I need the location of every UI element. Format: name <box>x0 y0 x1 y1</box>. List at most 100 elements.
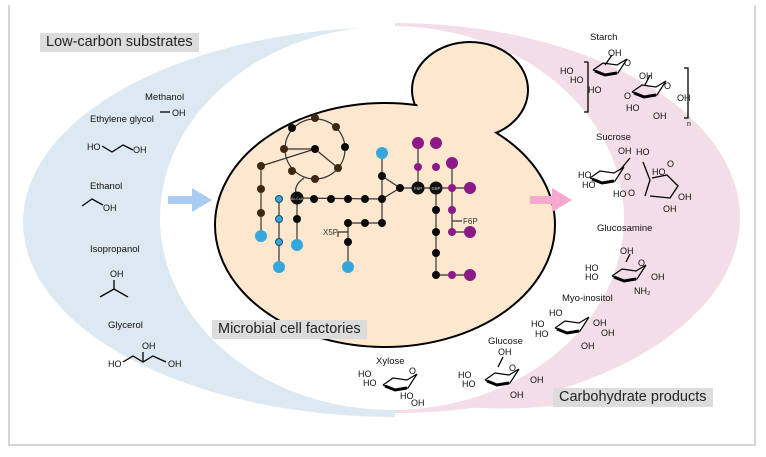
atom-label: HO <box>652 167 666 177</box>
molecule-name: Glycerol <box>108 320 143 331</box>
pathway-node <box>396 184 404 192</box>
molecule-name: Isopropanol <box>90 244 140 255</box>
pathway-node <box>446 157 458 169</box>
bond <box>99 280 129 298</box>
bond <box>101 144 134 153</box>
atom-label: HO <box>549 308 563 318</box>
node-label: F6P <box>414 186 422 191</box>
bond <box>584 54 689 119</box>
atom-label: O <box>509 363 516 373</box>
atom-label: OH <box>620 246 634 256</box>
pathway-node <box>378 195 386 203</box>
atom-label: OH <box>601 328 615 338</box>
pathway-node <box>275 195 283 203</box>
molecule-name: Methanol <box>145 92 184 103</box>
atom-label: HO <box>588 85 602 95</box>
pathway-node <box>311 175 319 183</box>
pathway-edge <box>260 148 316 167</box>
atom-label: O <box>664 81 671 91</box>
pathway-node <box>361 195 369 203</box>
molecule-name: Myo-inositol <box>562 293 613 304</box>
atom-label: n <box>687 121 691 128</box>
pathway-node <box>344 195 352 203</box>
pathway-node <box>361 219 369 227</box>
atom-label: HO <box>531 319 545 329</box>
cell-factories-label: Microbial cell factories <box>212 320 367 339</box>
atom-label: O <box>409 366 416 376</box>
substrate-glycerol: Glycerol HO OH OH <box>108 320 182 369</box>
atom-label: OH <box>677 93 691 103</box>
atom-label: OH <box>110 269 124 279</box>
atom-label: HO <box>560 66 574 76</box>
atom-label: HO <box>570 75 584 85</box>
pathway-node <box>432 163 440 171</box>
pathway-node <box>432 206 440 214</box>
substrates-label: Low-carbon substrates <box>40 33 199 52</box>
pathway-node <box>332 123 340 131</box>
molecule-name: Starch <box>590 32 617 43</box>
atom-label: HO <box>578 170 592 180</box>
atom-label: OH <box>510 390 524 400</box>
pathway-node <box>432 228 440 236</box>
sugar-ring-bold-edge <box>591 177 615 185</box>
pathway-node <box>255 230 267 242</box>
atom-label: OH <box>142 341 156 351</box>
pathway-node <box>273 261 285 273</box>
pathway-node <box>344 238 352 246</box>
atom-label: HO <box>108 359 122 369</box>
atom-label: O <box>624 91 631 101</box>
atom-label: OH <box>581 341 595 351</box>
pathway-node <box>288 167 296 175</box>
atom-label: HO <box>400 391 414 401</box>
substrate-ethanol: Ethanol OH <box>81 181 122 213</box>
atom-label: O <box>667 159 674 169</box>
product-arrow <box>530 188 572 212</box>
pathway-node <box>344 219 352 227</box>
pathway-node <box>334 164 342 172</box>
pathway-node <box>257 185 265 193</box>
pathway-node <box>291 239 303 251</box>
molecule-name: Ethanol <box>90 181 122 192</box>
molecule-name: Sucrose <box>596 132 631 143</box>
atom-label: HO <box>358 369 372 379</box>
atom-label: HO <box>363 378 377 388</box>
pathway-node <box>327 195 335 203</box>
atom-label: HO <box>458 370 472 380</box>
atom-label: OH <box>593 318 607 328</box>
atom-label: HO <box>613 189 627 199</box>
atom-label: OH <box>653 111 667 121</box>
pathway-node <box>448 206 456 214</box>
bond <box>619 157 679 199</box>
pathway-node <box>275 238 283 246</box>
node-label: G6P <box>431 186 440 191</box>
pathway-node <box>288 124 296 132</box>
pathway-node <box>280 145 288 153</box>
atom-label: OH <box>618 146 632 156</box>
pathway-node <box>311 145 319 153</box>
atom-label: HO <box>582 180 596 190</box>
sugar-ring-bold-edge <box>594 69 618 77</box>
substrate-methanol: Methanol OH <box>145 92 186 118</box>
bond <box>122 352 167 363</box>
atom-label: OH <box>663 204 677 214</box>
bond <box>81 198 104 207</box>
pathway-node <box>341 143 349 151</box>
bond <box>625 253 631 263</box>
sugar-ring-bold-edge <box>556 327 580 335</box>
pathway-node <box>448 184 456 192</box>
pathway-node-ac-coa <box>290 191 304 205</box>
atom-label: HO <box>585 272 599 282</box>
pathway-node-g6p <box>429 181 443 195</box>
atom-label: OH <box>172 108 186 118</box>
atom-label: OH <box>103 203 117 213</box>
sugar-ring-bold-edge <box>633 91 657 99</box>
molecule-name: Glucose <box>488 336 523 347</box>
atom-label: OH <box>498 347 512 357</box>
pathway-node <box>432 249 440 257</box>
atom-label: OH <box>608 48 622 58</box>
pathway-edge <box>314 148 339 169</box>
